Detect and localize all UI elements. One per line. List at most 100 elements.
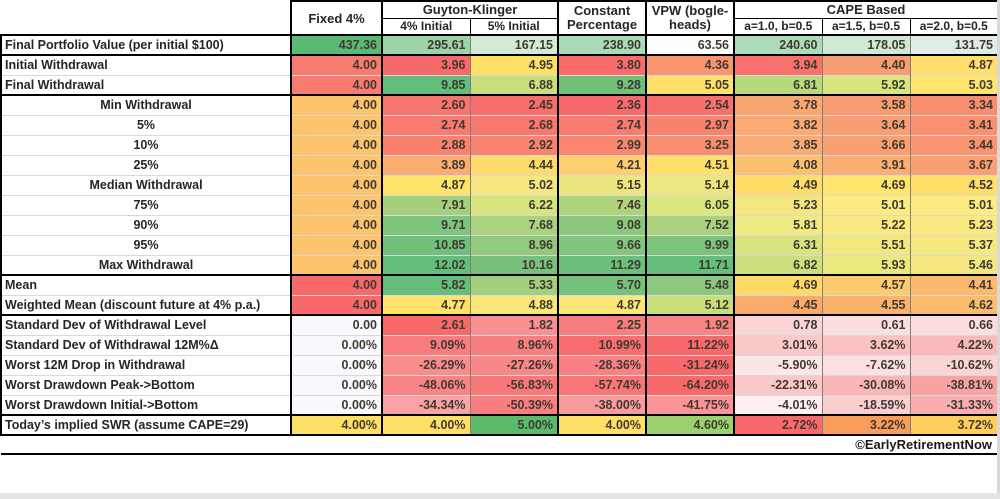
heatmap-cell: 5.12 bbox=[645, 294, 735, 315]
row-label: 95% bbox=[0, 234, 292, 255]
heatmap-cell: -28.36% bbox=[557, 354, 647, 375]
heatmap-cell: -34.34% bbox=[381, 394, 471, 415]
heatmap-cell: 4.00 bbox=[290, 174, 383, 195]
heatmap-cell: 3.82 bbox=[733, 114, 823, 135]
heatmap-cell: 8.96% bbox=[470, 334, 559, 355]
heatmap-cell: 2.45 bbox=[470, 94, 559, 115]
table-body: Final Portfolio Value (per initial $100)… bbox=[0, 34, 999, 436]
table-row: Worst Drawdown Initial->Bottom 0.00% -34.3… bbox=[0, 394, 999, 415]
heatmap-cell: 0.00% bbox=[290, 394, 383, 415]
heatmap-cell: 11.71 bbox=[645, 254, 735, 275]
heatmap-cell: 2.88 bbox=[381, 134, 471, 155]
constant-percentage-line1: Constant bbox=[573, 3, 631, 18]
corner-cell bbox=[1, 1, 292, 36]
heatmap-cell: 6.81 bbox=[733, 74, 823, 95]
heatmap-cell: -64.20% bbox=[645, 374, 735, 395]
row-label: Standard Dev of Withdrawal 12M%Δ bbox=[0, 334, 292, 355]
heatmap-cell: 4.41 bbox=[910, 274, 999, 295]
heatmap-cell: 0.61 bbox=[822, 314, 911, 335]
heatmap-cell: 8.96 bbox=[470, 234, 559, 255]
heatmap-cell: 5.05 bbox=[645, 74, 735, 95]
heatmap-cell: 4.00 bbox=[290, 194, 383, 215]
heatmap-cell: -27.26% bbox=[470, 354, 559, 375]
heatmap-cell: 4.87 bbox=[557, 294, 647, 315]
heatmap-cell: -10.62% bbox=[910, 354, 999, 375]
vpw-line2: heads) bbox=[669, 17, 711, 32]
heatmap-cell: 4.62 bbox=[910, 294, 999, 315]
row-label: Today’s implied SWR (assume CAPE=29) bbox=[0, 414, 292, 436]
heatmap-cell: 5.01 bbox=[910, 194, 999, 215]
heatmap-cell: 4.77 bbox=[381, 294, 471, 315]
heatmap-cell: 2.36 bbox=[557, 94, 647, 115]
col-group-guyton-klinger: Guyton-Klinger bbox=[381, 0, 559, 19]
row-label: Worst Drawdown Peak->Bottom bbox=[0, 374, 292, 395]
heatmap-cell: 2.74 bbox=[381, 114, 471, 135]
heatmap-cell: 4.49 bbox=[733, 174, 823, 195]
heatmap-cell: 4.88 bbox=[470, 294, 559, 315]
table-row: 10% 4.00 2.88 2.92 2.99 3.25 3.85 3.66 3.44 bbox=[0, 134, 999, 155]
heatmap-cell: 3.44 bbox=[910, 134, 999, 155]
heatmap-cell: 9.08 bbox=[557, 214, 647, 235]
heatmap-cell: 5.22 bbox=[822, 214, 911, 235]
vpw-line1: VPW (bogle- bbox=[651, 3, 729, 18]
heatmap-cell: -26.29% bbox=[381, 354, 471, 375]
heatmap-cell: 5.02 bbox=[470, 174, 559, 195]
heatmap-cell: 5.82 bbox=[381, 274, 471, 295]
heatmap-cell: 4.60% bbox=[645, 414, 735, 436]
table-row: Worst 12M Drop in Withdrawal 0.00% -26.29%… bbox=[0, 354, 999, 375]
heatmap-cell: 5.46 bbox=[910, 254, 999, 275]
heatmap-cell: 4.00 bbox=[290, 114, 383, 135]
row-label: Worst Drawdown Initial->Bottom bbox=[0, 394, 292, 415]
heatmap-cell: 3.66 bbox=[822, 134, 911, 155]
heatmap-cell: 63.56 bbox=[645, 34, 735, 55]
heatmap-cell: 2.68 bbox=[470, 114, 559, 135]
row-label: Final Withdrawal bbox=[0, 74, 292, 95]
heatmap-cell: 3.89 bbox=[381, 154, 471, 175]
heatmap-cell: 6.05 bbox=[645, 194, 735, 215]
heatmap-cell: 5.48 bbox=[645, 274, 735, 295]
heatmap-cell: 9.85 bbox=[381, 74, 471, 95]
table-row: Standard Dev of Withdrawal 12M%Δ 0.00% 9.0… bbox=[0, 334, 999, 355]
heatmap-cell: 0.78 bbox=[733, 314, 823, 335]
heatmap-cell: 437.36 bbox=[290, 34, 383, 55]
heatmap-cell: 0.00 bbox=[290, 314, 383, 335]
heatmap-cell: 5.92 bbox=[822, 74, 911, 95]
withdrawal-comparison-table: Fixed 4% Guyton-Klinger Constant Percent… bbox=[0, 0, 999, 455]
table-row: Initial Withdrawal 4.00 3.96 4.95 3.80 4.36 3.… bbox=[0, 54, 999, 75]
heatmap-cell: 3.25 bbox=[645, 134, 735, 155]
heatmap-cell: 2.60 bbox=[381, 94, 471, 115]
heatmap-cell: 4.00 bbox=[290, 254, 383, 275]
col-header-constant-percentage: Constant Percentage bbox=[557, 0, 647, 36]
heatmap-cell: 5.93 bbox=[822, 254, 911, 275]
heatmap-cell: -7.62% bbox=[822, 354, 911, 375]
heatmap-cell: 4.44 bbox=[470, 154, 559, 175]
heatmap-cell: 3.62% bbox=[822, 334, 911, 355]
heatmap-cell: 167.15 bbox=[470, 34, 559, 55]
heatmap-cell: 4.36 bbox=[645, 54, 735, 75]
row-label: Min Withdrawal bbox=[0, 94, 292, 115]
heatmap-cell: 2.72% bbox=[733, 414, 823, 436]
heatmap-cell: 4.55 bbox=[822, 294, 911, 315]
heatmap-cell: 3.85 bbox=[733, 134, 823, 155]
copyright-text: ©EarlyRetirementNow bbox=[1, 434, 999, 455]
heatmap-cell: 238.90 bbox=[557, 34, 647, 55]
heatmap-cell: 4.51 bbox=[645, 154, 735, 175]
heatmap-cell: 1.82 bbox=[470, 314, 559, 335]
heatmap-cell: 11.29 bbox=[557, 254, 647, 275]
row-label: 25% bbox=[0, 154, 292, 175]
heatmap-cell: 3.34 bbox=[910, 94, 999, 115]
row-label: 10% bbox=[0, 134, 292, 155]
heatmap-cell: 4.08 bbox=[733, 154, 823, 175]
heatmap-cell: 2.99 bbox=[557, 134, 647, 155]
heatmap-cell: 4.52 bbox=[910, 174, 999, 195]
heatmap-cell: 4.87 bbox=[381, 174, 471, 195]
heatmap-cell: 4.00 bbox=[290, 94, 383, 115]
table-footer: ©EarlyRetirementNow bbox=[1, 434, 999, 455]
heatmap-cell: 3.80 bbox=[557, 54, 647, 75]
table-row: 75% 4.00 7.91 6.22 7.46 6.05 5.23 5.01 5.01 bbox=[0, 194, 999, 215]
heatmap-cell: 10.16 bbox=[470, 254, 559, 275]
heatmap-cell: 2.54 bbox=[645, 94, 735, 115]
heatmap-cell: 12.02 bbox=[381, 254, 471, 275]
heatmap-cell: 5.51 bbox=[822, 234, 911, 255]
heatmap-cell: 9.99 bbox=[645, 234, 735, 255]
